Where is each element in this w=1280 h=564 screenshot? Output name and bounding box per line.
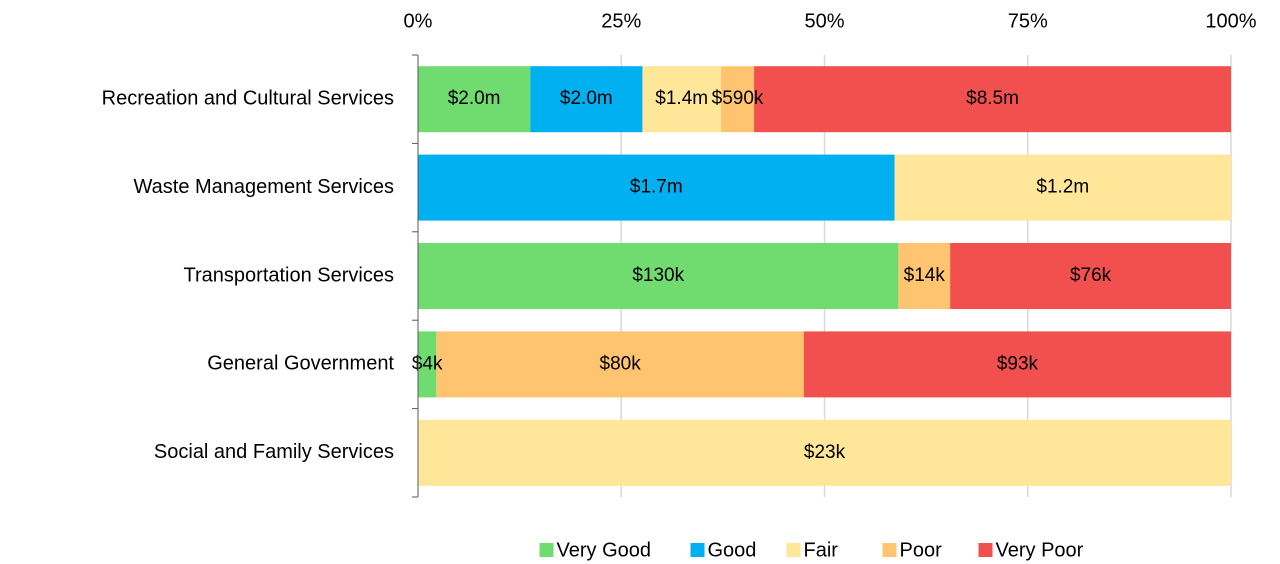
data-label: $2.0m [560,88,613,109]
data-label: $4k [412,353,443,374]
bar-segment [803,331,1231,398]
legend-swatch [882,543,897,557]
legend-label: Good [708,539,757,561]
legend-label: Very Poor [996,539,1084,561]
x-tick-label: 50% [804,10,844,32]
bar-segment [530,66,643,133]
bar-segment [950,243,1231,309]
data-label: $93k [997,353,1039,374]
x-tick-label: 0% [404,10,433,32]
bar-segment [418,419,1231,486]
x-tick-label: 25% [601,10,641,32]
bar-segment [418,66,531,133]
legend-swatch [978,543,993,557]
bar-segment [418,331,437,398]
bar-segment [436,331,804,398]
bar-segment [642,66,721,133]
bar-segment [754,66,1231,133]
data-label: $1.7m [630,177,683,198]
data-label: $1.2m [1036,177,1089,198]
y-tick-label: Social and Family Services [154,441,394,463]
bar-segment [418,154,895,221]
bar-segment [720,66,755,133]
legend-swatch [690,543,705,557]
bar-segment [418,243,899,309]
data-label: $1.4m [655,88,708,109]
legend-swatch [539,543,554,557]
bar-segment [898,243,951,309]
labels: $2.0m $2.0m $1.4m $590k $8.5m $1.7m $1.2m $130k… [412,88,1112,463]
y-tick-label: General Government [207,353,394,375]
x-tick-label: 75% [1008,10,1048,32]
y-tick-label: Recreation and Cultural Services [102,87,394,109]
legend-label: Very Good [557,539,652,561]
data-label: $590k [712,88,764,109]
legend: Very Good Good Fair Poor Very Poor [539,539,1084,561]
y-tick-label: Waste Management Services [134,176,394,198]
legend-swatch [786,543,801,557]
legend-label: Poor [900,539,943,561]
bars [418,66,1231,486]
data-label: $14k [904,265,946,286]
data-label: $130k [632,265,684,286]
data-label: $8.5m [966,88,1019,109]
legend-label: Fair [804,539,839,561]
y-tick-label: Transportation Services [184,264,394,286]
data-label: $80k [600,353,642,374]
data-label: $2.0m [448,88,501,109]
x-tick-label: 100% [1205,10,1256,32]
bar-segment [894,154,1231,221]
data-label: $23k [804,442,846,463]
data-label: $76k [1070,265,1112,286]
